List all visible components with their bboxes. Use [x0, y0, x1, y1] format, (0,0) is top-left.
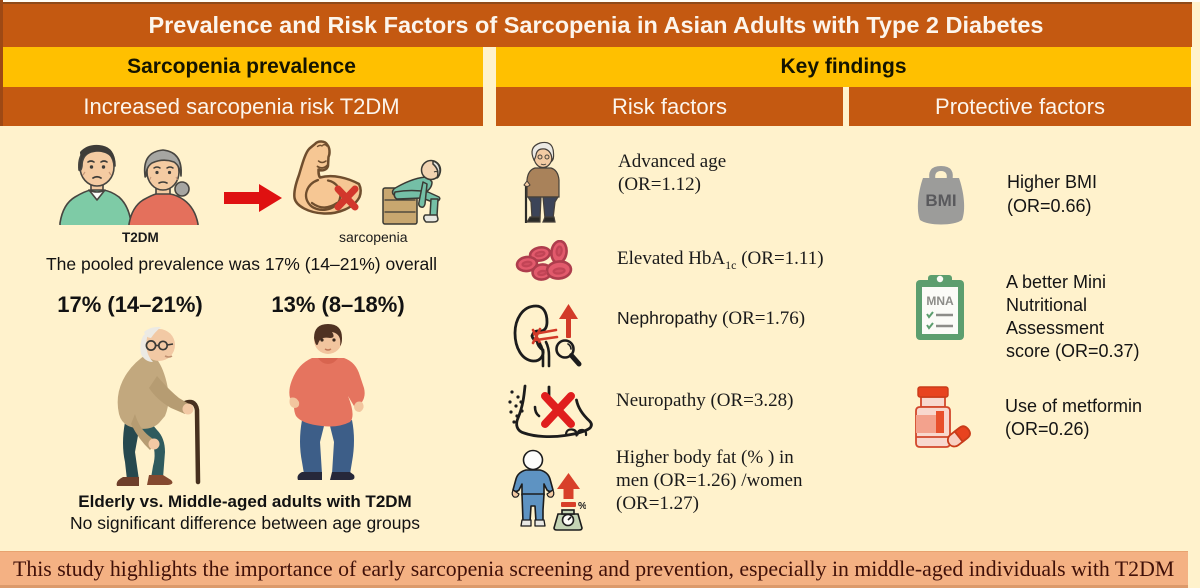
svg-text:%: %	[578, 501, 586, 512]
svg-text:BMI: BMI	[925, 191, 956, 210]
svg-text:MNA: MNA	[926, 294, 954, 308]
